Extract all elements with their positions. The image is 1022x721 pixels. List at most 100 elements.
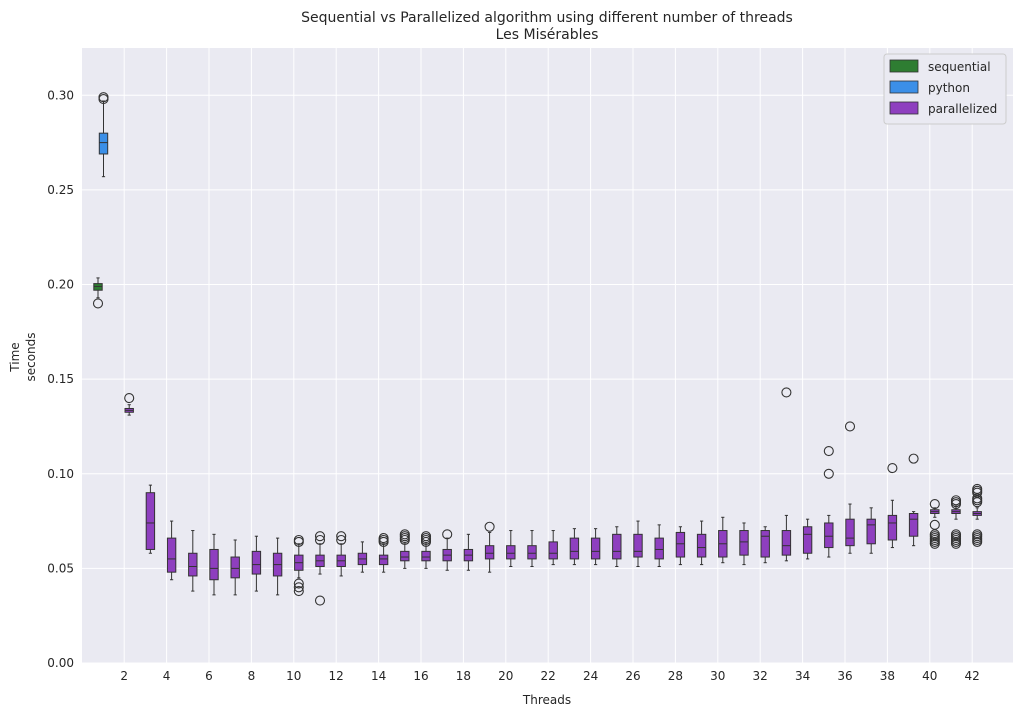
x-tick-label: 20 bbox=[498, 669, 513, 683]
box-parallelized-6 bbox=[209, 533, 219, 596]
box bbox=[506, 545, 516, 560]
box-parallelized-12 bbox=[336, 531, 347, 577]
box-parallelized-20 bbox=[506, 530, 516, 567]
box-parallelized-26 bbox=[633, 520, 643, 567]
x-tick-label: 38 bbox=[880, 669, 895, 683]
box bbox=[590, 537, 601, 560]
box bbox=[696, 533, 707, 558]
box-parallelized-7 bbox=[230, 539, 240, 596]
box-parallelized-5 bbox=[188, 530, 198, 592]
chart-subtitle: Les Misérables bbox=[496, 27, 599, 43]
x-tick-label: 10 bbox=[286, 669, 301, 683]
box-series bbox=[92, 92, 983, 606]
box-parallelized-40 bbox=[929, 498, 940, 549]
outlier-point bbox=[314, 595, 326, 606]
box-parallelized-33 bbox=[781, 387, 792, 562]
box-parallelized-36 bbox=[844, 421, 856, 554]
legend: sequential python parallelized bbox=[883, 53, 1007, 125]
x-tick-label: 18 bbox=[456, 669, 471, 683]
x-axis-label: Threads bbox=[522, 693, 571, 707]
box-parallelized-22 bbox=[548, 530, 558, 566]
legend-label-sequential: sequential bbox=[928, 60, 991, 74]
box bbox=[548, 541, 558, 560]
box-parallelized-37 bbox=[866, 507, 876, 554]
outlier-point bbox=[908, 453, 919, 464]
y-tick-label: 0.10 bbox=[47, 467, 74, 481]
outlier-point bbox=[442, 529, 453, 540]
y-tick-label: 0.00 bbox=[47, 656, 74, 670]
box-parallelized-16 bbox=[420, 531, 432, 569]
x-tick-label: 42 bbox=[965, 669, 980, 683]
box bbox=[781, 530, 792, 556]
box bbox=[760, 530, 770, 558]
outlier-point bbox=[314, 534, 326, 546]
y-axis-label-line2: seconds bbox=[24, 332, 38, 381]
gridlines bbox=[82, 48, 1013, 664]
y-tick-label: 0.30 bbox=[47, 88, 74, 102]
box bbox=[739, 530, 749, 556]
y-tick-label: 0.20 bbox=[47, 278, 74, 292]
outlier-point bbox=[823, 446, 834, 457]
box bbox=[378, 554, 389, 566]
box-parallelized-35 bbox=[823, 446, 834, 558]
box bbox=[145, 492, 156, 550]
y-axis-label-line1: Time bbox=[8, 342, 22, 372]
x-tick-label: 34 bbox=[795, 669, 810, 683]
box bbox=[675, 531, 686, 558]
box bbox=[421, 550, 431, 562]
box bbox=[824, 522, 834, 549]
outlier-point bbox=[484, 521, 495, 532]
x-tick-label: 26 bbox=[625, 669, 640, 683]
x-tick-label: 24 bbox=[583, 669, 598, 683]
plot-background bbox=[82, 48, 1013, 663]
outlier-point bbox=[336, 534, 347, 546]
box bbox=[484, 545, 495, 560]
box-parallelized-10 bbox=[293, 534, 304, 597]
box bbox=[802, 526, 813, 554]
y-tick-label: 0.25 bbox=[47, 183, 74, 197]
x-tick-label: 28 bbox=[668, 669, 683, 683]
box-parallelized-9 bbox=[272, 537, 283, 596]
outlier-point bbox=[314, 531, 326, 542]
box-parallelized-15 bbox=[399, 529, 410, 569]
x-tick-label: 6 bbox=[205, 669, 213, 683]
x-tick-label: 32 bbox=[753, 669, 768, 683]
x-tick-label: 8 bbox=[248, 669, 256, 683]
box-parallelized-2 bbox=[124, 393, 135, 416]
box bbox=[866, 518, 876, 545]
box-parallelized-29 bbox=[696, 520, 707, 566]
box bbox=[400, 550, 410, 562]
outlier-point bbox=[98, 92, 109, 103]
box-parallelized-32 bbox=[760, 526, 770, 564]
outlier-point bbox=[781, 387, 792, 398]
box-sequential bbox=[92, 277, 104, 309]
outlier-point bbox=[293, 582, 304, 593]
box-parallelized-19 bbox=[484, 521, 495, 573]
x-tick-label: 40 bbox=[922, 669, 937, 683]
outlier-point bbox=[336, 531, 347, 542]
box-parallelized-27 bbox=[654, 524, 664, 567]
box-parallelized-8 bbox=[251, 535, 262, 592]
box-parallelized-34 bbox=[802, 518, 813, 560]
box bbox=[188, 552, 198, 577]
box-parallelized-25 bbox=[612, 526, 622, 567]
x-tick-label: 22 bbox=[541, 669, 556, 683]
legend-swatch-sequential bbox=[889, 59, 919, 73]
outlier-point bbox=[929, 498, 940, 510]
x-tick-label: 16 bbox=[413, 669, 428, 683]
box-parallelized-28 bbox=[675, 526, 686, 566]
x-tick-label: 30 bbox=[710, 669, 725, 683]
x-axis-ticks: 2 4 6 8 10 12 14 16 18 20 22 24 26 28 30 32 34 36 38 40 42 bbox=[120, 669, 979, 683]
outlier-point bbox=[378, 533, 389, 544]
box bbox=[98, 132, 109, 155]
outlier-point bbox=[293, 578, 304, 589]
chart-title: Sequential vs Parallelized algorithm usi… bbox=[301, 10, 793, 26]
outlier-point bbox=[823, 468, 834, 479]
y-axis-ticks: 0.00 0.05 0.10 0.15 0.20 0.25 0.30 bbox=[47, 88, 74, 670]
box-parallelized-23 bbox=[569, 528, 580, 566]
box bbox=[209, 548, 219, 581]
legend-swatch-parallelized bbox=[889, 101, 919, 115]
outlier-point bbox=[124, 393, 135, 404]
box-parallelized-39 bbox=[908, 453, 919, 547]
box bbox=[230, 556, 240, 579]
